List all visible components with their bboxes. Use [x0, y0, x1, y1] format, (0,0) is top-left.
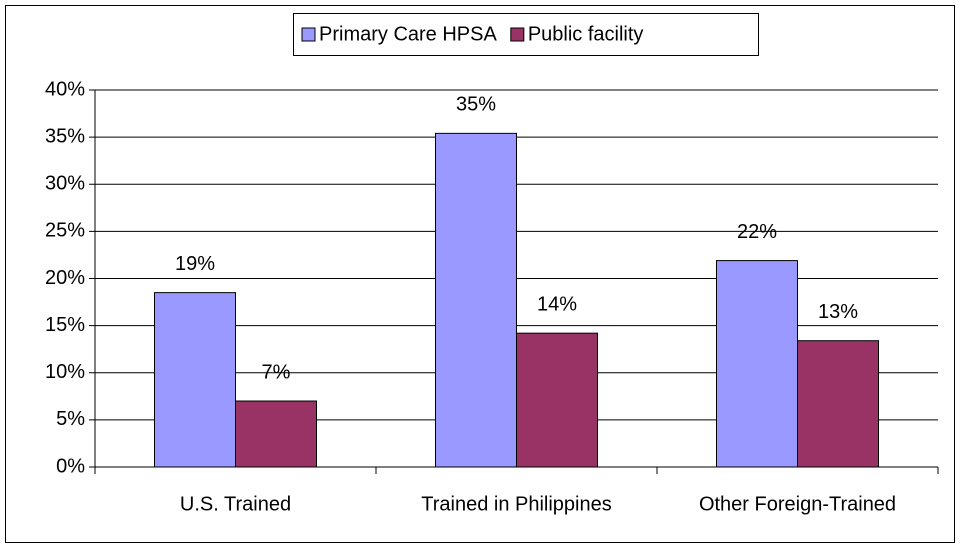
- y-tick-label: 25%: [45, 220, 85, 242]
- bar: [797, 340, 879, 468]
- data-label: 35%: [456, 94, 496, 116]
- legend-label: Primary Care HPSA: [319, 23, 497, 45]
- y-tick-label: 30%: [45, 173, 85, 195]
- legend-swatch: [301, 27, 316, 42]
- x-tick-label: Trained in Philippines: [421, 493, 611, 515]
- y-tick-label: 5%: [56, 408, 85, 430]
- bar: [516, 332, 598, 468]
- legend-swatch: [510, 27, 525, 42]
- legend-label: Public facility: [528, 23, 644, 45]
- y-tick-label: 40%: [45, 78, 85, 100]
- y-tick-label: 15%: [45, 314, 85, 336]
- y-tick-label: 35%: [45, 125, 85, 147]
- bar: [235, 400, 317, 468]
- bar: [716, 260, 798, 468]
- data-label: 19%: [175, 253, 215, 275]
- x-tick-label: U.S. Trained: [180, 493, 291, 515]
- y-tick-label: 0%: [56, 455, 85, 477]
- x-tick-label: Other Foreign-Trained: [699, 493, 896, 515]
- bar: [435, 132, 517, 468]
- data-label: 13%: [818, 301, 858, 323]
- data-label: 22%: [737, 221, 777, 243]
- y-tick-label: 20%: [45, 267, 85, 289]
- legend-box: [293, 13, 759, 56]
- data-label: 14%: [537, 293, 577, 315]
- y-tick-label: 10%: [45, 361, 85, 383]
- data-label: 7%: [262, 361, 291, 383]
- bar: [154, 292, 236, 468]
